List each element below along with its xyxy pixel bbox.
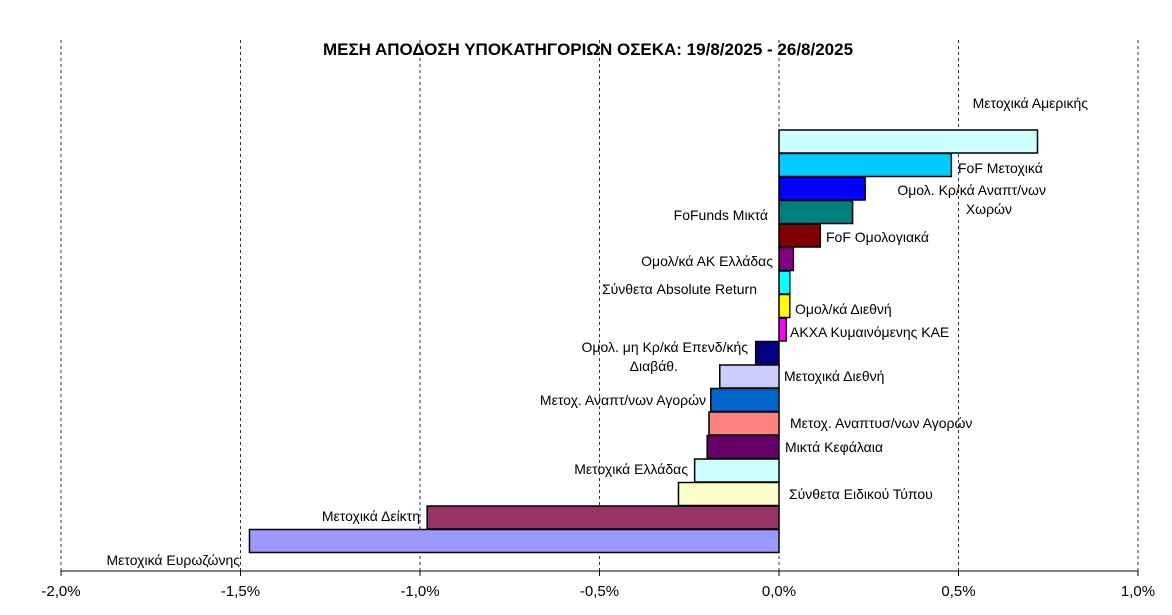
- x-tick-label: -1,5%: [221, 583, 260, 600]
- x-tick-label: 1,0%: [1121, 583, 1155, 600]
- bar: [710, 387, 780, 413]
- bar: [778, 176, 866, 201]
- bar: [426, 505, 780, 530]
- bar: [778, 293, 791, 319]
- bar: [248, 528, 780, 554]
- bar-label: ΑΚΧΑ Κυμαινόμενης ΚΑΕ: [790, 324, 949, 340]
- bar-label: Μετοχικά Δείκτη: [322, 508, 420, 524]
- x-tick-label: -2,0%: [41, 583, 80, 600]
- chart-title: ΜΕΣΗ ΑΠΟΔΟΣΗ ΥΠΟΚΑΤΗΓΟΡΙΩΝ ΟΣΕΚΑ: 19/8/2…: [323, 40, 853, 59]
- bar-label: Μικτά Κεφάλαια: [785, 439, 883, 455]
- bar-labels: Μετοχικά Αμερικής FoF Μετοχικά Ομολ. Κρ/κά…: [106, 95, 1088, 568]
- bar-label: Μετοχικά Διεθνή: [784, 368, 884, 384]
- bar-label: Ομολ. μη Κρ/κά Επενδ/κής Διαβάθ.: [582, 339, 749, 374]
- bar-label-line: Ομολ. μη Κρ/κά Επενδ/κής: [582, 339, 749, 355]
- x-tick-label: -1,0%: [400, 583, 439, 600]
- bar-label: Ομολ/κά ΑΚ Ελλάδας: [641, 253, 773, 269]
- bar: [778, 270, 791, 295]
- bar-label-line: Ομολ. Κρ/κά Αναπτ/νων: [897, 182, 1046, 198]
- bar-label-line: Διαβάθ.: [630, 358, 678, 374]
- bar-label: Σύνθετα Ειδικού Τύπου: [789, 486, 933, 502]
- bar-label: FoF Μετοχικά: [958, 160, 1043, 176]
- bars: [248, 129, 1039, 554]
- bar-label: Μετοχικά Αμερικής: [973, 95, 1089, 111]
- bar-label: FoF Ομολογιακά: [826, 229, 929, 245]
- bar: [778, 246, 795, 272]
- bar: [693, 458, 780, 483]
- bar: [706, 434, 780, 460]
- x-tick-label: 0,0%: [762, 583, 796, 600]
- bar-label: Μετοχικά Ευρωζώνης: [106, 552, 240, 568]
- bar-label: Μετοχ. Αναπτ/νων Αγορών: [540, 392, 706, 408]
- bar: [719, 364, 780, 389]
- bar: [778, 129, 1039, 154]
- x-axis-ticks: -2,0% -1,5% -1,0% -0,5% 0,0% 0,5% 1,0%: [41, 571, 1155, 600]
- bar: [778, 223, 822, 248]
- bar: [778, 317, 787, 342]
- bar: [778, 152, 953, 178]
- bar: [754, 340, 780, 366]
- bar-label-line: Χωρών: [966, 201, 1012, 217]
- bar-label: Μετοχικά Ελλάδας: [574, 461, 688, 477]
- bar-label: Ομολ. Κρ/κά Αναπτ/νων Χωρών: [897, 182, 1046, 217]
- bar-label: Ομολ/κά Διεθνή: [795, 301, 892, 317]
- x-tick-label: 0,5%: [941, 583, 975, 600]
- bar: [708, 411, 780, 436]
- bar-label: Μετοχ. Αναπτυσ/νων Αγορών: [790, 415, 972, 431]
- x-tick-label: -0,5%: [580, 583, 619, 600]
- bar-label: Σύνθετα Absolute Return: [602, 281, 757, 297]
- bar-label: FoFunds Μικτά: [674, 207, 768, 223]
- bar: [778, 199, 854, 225]
- gridlines: [60, 40, 1139, 572]
- bar: [677, 481, 780, 507]
